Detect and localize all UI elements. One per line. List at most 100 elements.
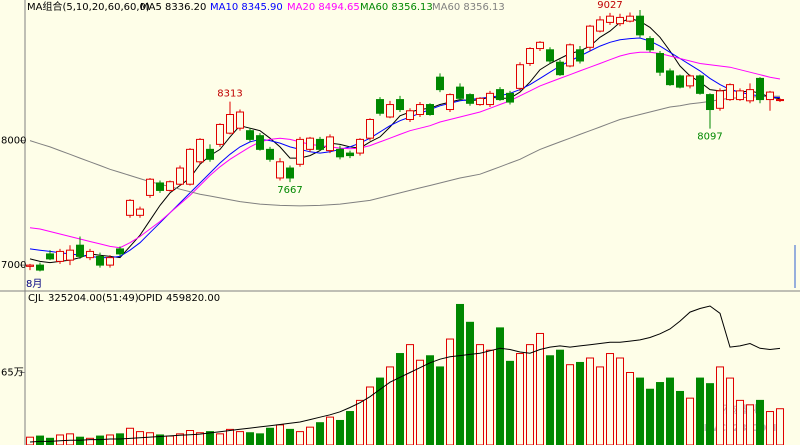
candle-body	[476, 97, 484, 106]
candle-body	[516, 64, 524, 89]
volume-bar	[536, 332, 544, 445]
candle-body	[246, 130, 254, 140]
volume-bar	[176, 433, 184, 445]
candle-body	[636, 15, 644, 36]
candle-body	[366, 118, 374, 139]
candle-body	[436, 76, 444, 91]
volume-bar	[416, 359, 424, 445]
candle-body	[296, 138, 304, 165]
candle-body	[136, 208, 144, 216]
volume-bar	[376, 377, 384, 445]
legend-entry: MA10 8345.90	[210, 2, 283, 13]
volume-bar	[696, 377, 704, 445]
extreme-label: 7667	[277, 185, 302, 196]
volume-bar	[616, 357, 624, 445]
volume-bar	[266, 427, 274, 445]
volume-bar	[456, 303, 464, 445]
candle-body	[686, 75, 694, 87]
volume-bar	[646, 388, 654, 445]
candle-body	[306, 137, 314, 150]
candle-body	[726, 84, 734, 101]
candle-body	[466, 94, 474, 104]
volume-bar	[566, 364, 574, 445]
legend-entry: MA60 8356.13	[432, 2, 505, 13]
legend-entry: MA20 8494.65	[287, 2, 360, 13]
extreme-label: 8313	[217, 89, 242, 100]
volume-bar	[206, 431, 214, 445]
candle-body	[656, 53, 664, 73]
candle-body	[616, 16, 624, 25]
volume-bar	[316, 422, 324, 445]
candle-body	[506, 92, 514, 103]
volume-bar	[576, 361, 584, 445]
extreme-label: 9027	[597, 0, 622, 11]
volume-bar	[126, 427, 134, 445]
candle-body	[206, 148, 214, 160]
candle-body	[256, 135, 264, 150]
candle-body	[176, 167, 184, 185]
candle-body	[346, 152, 354, 157]
candle-body	[376, 99, 384, 114]
candle-body	[596, 19, 604, 32]
volume-bar	[336, 419, 344, 445]
volume-bar	[66, 433, 74, 445]
volume-bar	[486, 349, 494, 445]
volume-bar	[736, 399, 744, 445]
volume-bar	[776, 408, 784, 445]
volume-bar	[276, 424, 284, 445]
candle-body	[716, 90, 724, 109]
candle-body	[266, 148, 274, 160]
candle-body	[46, 253, 54, 260]
volume-bar	[106, 434, 114, 445]
volume-bar	[546, 355, 554, 445]
candle-body	[736, 90, 744, 101]
candle-body	[696, 75, 704, 94]
y-tick-label: 7000	[1, 260, 26, 271]
candle-body	[216, 123, 224, 145]
candle-body	[486, 92, 494, 106]
candle-body	[126, 199, 134, 216]
volume-bar	[586, 357, 594, 445]
volume-bar	[386, 366, 394, 445]
volume-bar	[306, 426, 314, 445]
volume-bar	[406, 344, 414, 445]
volume-bar	[296, 431, 304, 445]
candle-body	[456, 86, 464, 99]
candle-body	[226, 114, 234, 134]
volume-bar	[246, 432, 254, 445]
candle-body	[586, 25, 594, 48]
candle-body	[166, 181, 174, 191]
volume-bar	[286, 428, 294, 445]
candle-body	[66, 249, 74, 261]
volume-bar	[436, 366, 444, 445]
volume-header: OPID	[138, 293, 163, 304]
volume-bar	[686, 397, 694, 445]
volume-bar	[766, 411, 774, 445]
candle-body	[416, 104, 424, 116]
volume-bar	[56, 434, 64, 445]
candle-body	[746, 89, 754, 102]
volume-bar	[366, 386, 374, 445]
candle-body	[496, 89, 504, 101]
volume-bar	[196, 432, 204, 445]
candle-body	[776, 99, 784, 102]
candle-body	[546, 49, 554, 62]
y-tick-label: 65万	[1, 368, 24, 379]
volume-bar	[356, 399, 364, 445]
volume-bar	[226, 428, 234, 445]
volume-bar	[756, 399, 764, 445]
volume-bar	[676, 390, 684, 445]
volume-bar	[606, 353, 614, 445]
volume-bar	[666, 377, 674, 445]
candle-body	[146, 178, 154, 196]
ma-line	[29, 95, 780, 207]
ma-line	[29, 51, 781, 249]
volume-bar	[596, 366, 604, 445]
candle-body	[446, 94, 454, 111]
ma-line	[29, 37, 781, 259]
volume-bar	[636, 377, 644, 445]
volume-bar	[26, 436, 34, 445]
candle-body	[276, 161, 284, 179]
